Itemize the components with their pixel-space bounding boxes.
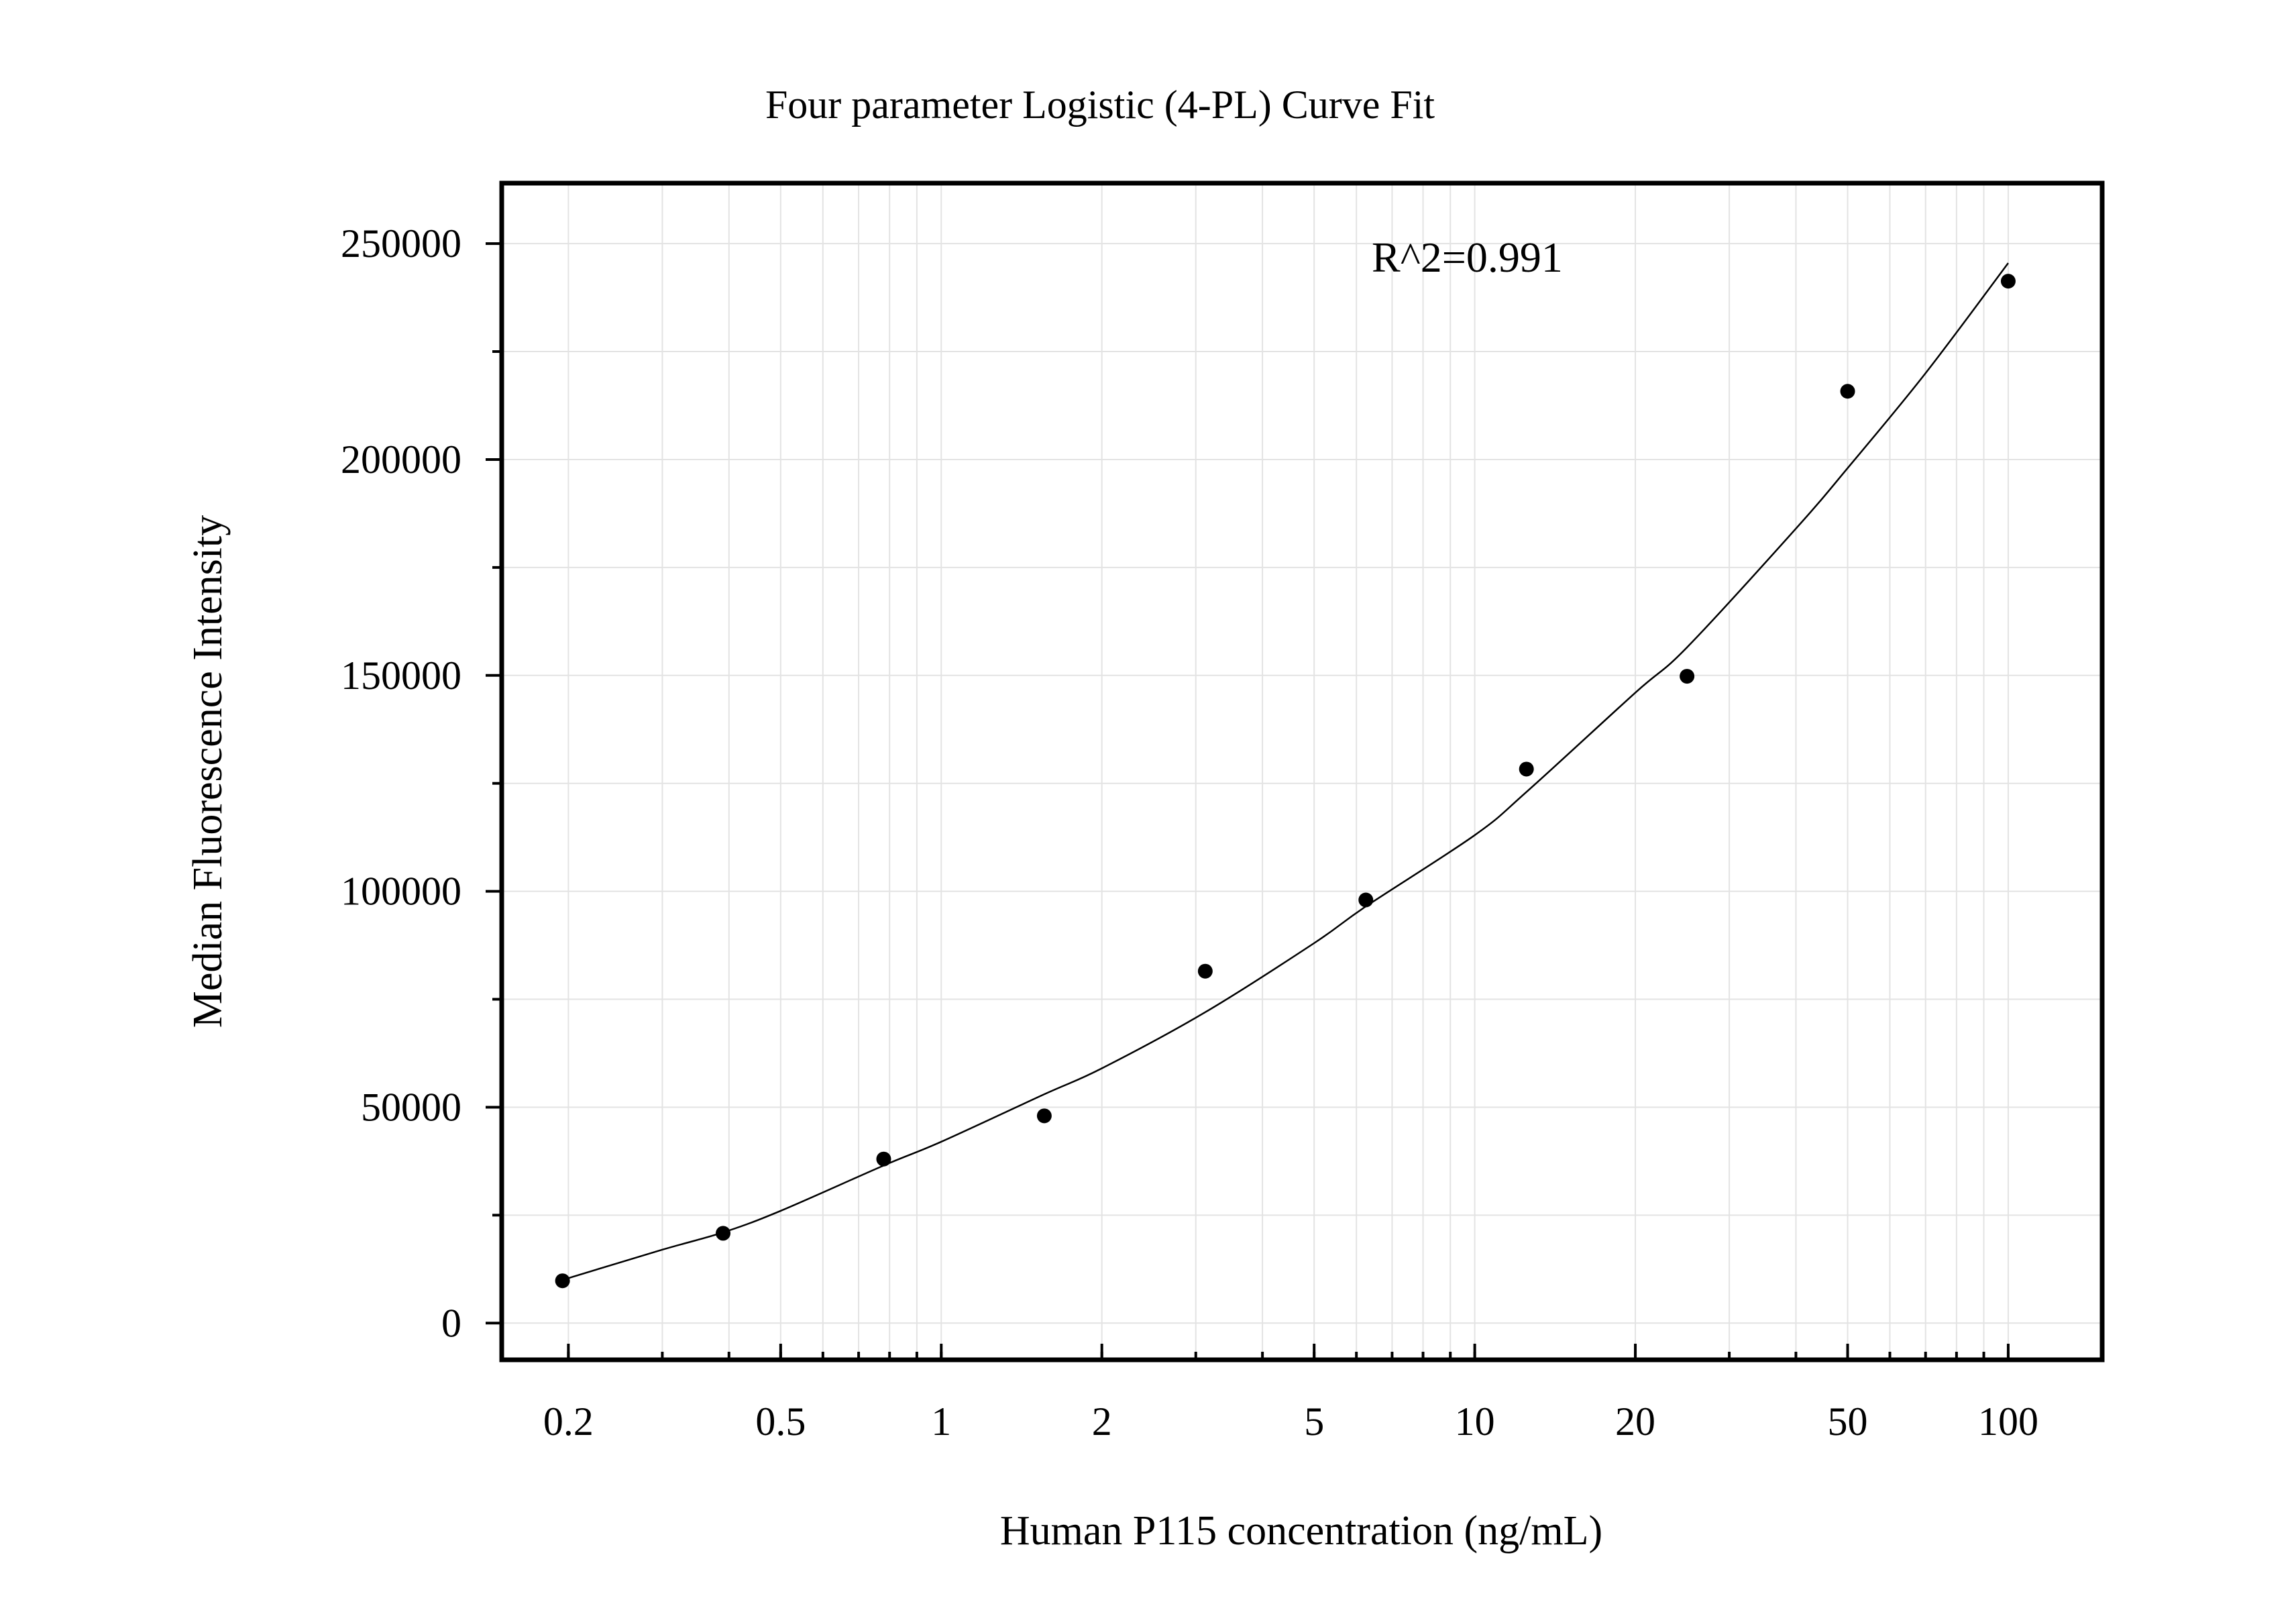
x-tick-label: 20 bbox=[1615, 1399, 1655, 1444]
x-tick-label: 5 bbox=[1304, 1399, 1324, 1444]
data-point bbox=[1840, 384, 1855, 399]
x-tick-label: 100 bbox=[1978, 1399, 2038, 1444]
data-point bbox=[1519, 761, 1534, 777]
x-tick-label: 10 bbox=[1455, 1399, 1495, 1444]
x-tick-label: 50 bbox=[1828, 1399, 1868, 1444]
x-axis-label: Human P115 concentration (ng/mL) bbox=[1000, 1508, 1602, 1554]
fit-curve bbox=[562, 262, 2009, 1281]
y-tick-label: 250000 bbox=[341, 221, 461, 266]
data-point bbox=[876, 1151, 891, 1167]
y-tick-label: 0 bbox=[441, 1301, 461, 1345]
data-point bbox=[1197, 963, 1213, 979]
x-tick-label: 0.5 bbox=[755, 1399, 806, 1444]
axis-ticks bbox=[486, 242, 2010, 1360]
data-point bbox=[1036, 1108, 1052, 1124]
tick-labels: 0.2 0.5 1 2 5 10 20 50 100 0 50000 100000 150000 2000… bbox=[341, 221, 2038, 1444]
x-tick-label: 1 bbox=[931, 1399, 951, 1444]
grid bbox=[502, 183, 2102, 1360]
chart-title: Four parameter Logistic (4-PL) Curve Fit bbox=[765, 83, 1435, 127]
data-point bbox=[2000, 274, 2016, 289]
y-tick-label: 100000 bbox=[341, 869, 461, 914]
data-point bbox=[716, 1226, 731, 1241]
data-point bbox=[1358, 892, 1374, 908]
r-squared-annotation: R^2=0.991 bbox=[1372, 233, 1563, 281]
data-point bbox=[1680, 669, 1695, 684]
plot-frame bbox=[499, 180, 2105, 1362]
x-tick-label: 2 bbox=[1092, 1399, 1112, 1444]
y-tick-label: 150000 bbox=[341, 653, 461, 698]
x-tick-label: 0.2 bbox=[543, 1399, 594, 1444]
plot-series bbox=[555, 262, 2016, 1289]
y-axis-label: Median Fluorescence Intensity bbox=[185, 515, 231, 1028]
data-point bbox=[555, 1273, 570, 1289]
y-tick-label: 200000 bbox=[341, 437, 461, 482]
y-tick-label: 50000 bbox=[361, 1085, 461, 1129]
